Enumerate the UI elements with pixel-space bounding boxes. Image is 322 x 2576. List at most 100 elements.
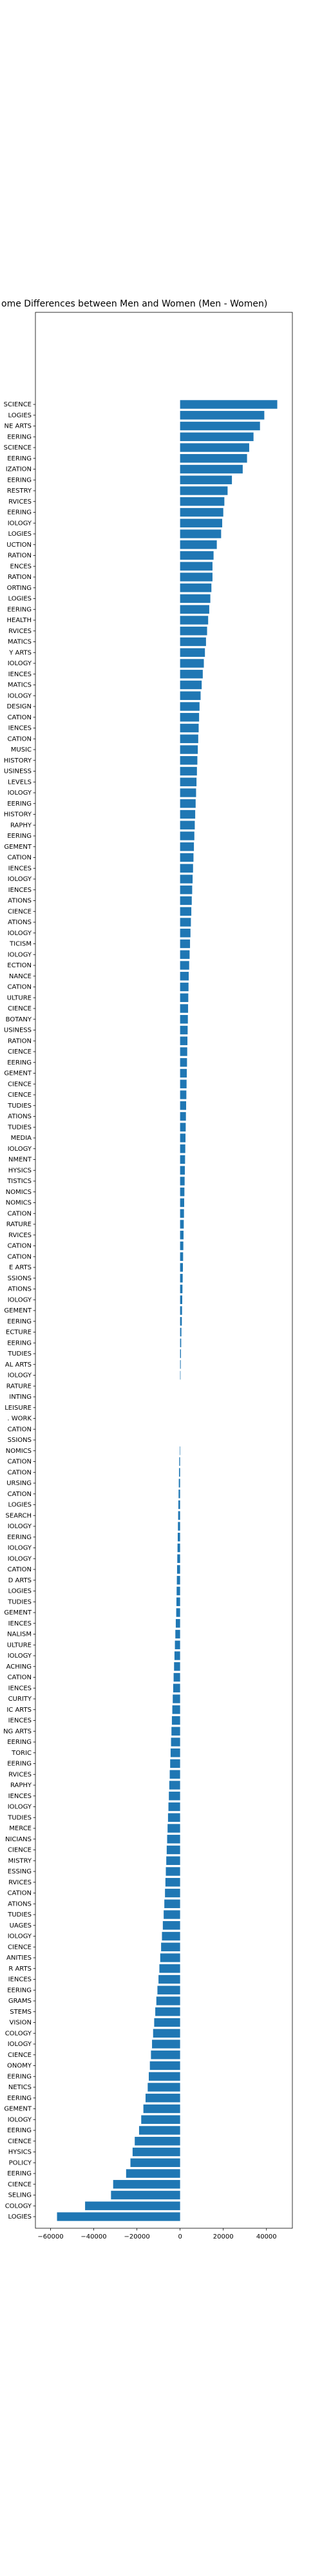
bar [180,454,247,463]
y-tick-label: MERCE [9,1825,32,1832]
bar [180,820,195,829]
y-tick-label: TUDIES [7,1103,32,1110]
y-tick-label: IC ARTS [6,1707,32,1714]
y-tick-label: EERING [7,2127,32,2134]
y-tick-label: MATICS [8,682,32,689]
bar [180,918,191,927]
bar [130,2158,180,2167]
bar [168,1802,180,1812]
y-tick-label: GEMENT [4,1307,32,1314]
bar [180,627,207,636]
bar [176,1565,180,1574]
y-tick-label: CATION [8,1890,32,1897]
y-tick-label: MUSIC [11,746,32,753]
bar [178,1490,180,1499]
y-tick-label: MISTRY [8,1857,32,1864]
bar [180,691,201,700]
y-tick-label: IOLOGY [8,1372,32,1379]
bar [180,1122,186,1132]
bar [57,2212,180,2221]
bar [178,1522,180,1531]
bar [180,1317,182,1326]
y-tick-label: GEMENT [4,844,32,851]
bar [180,831,194,840]
y-tick-label: CATION [8,1210,32,1217]
y-tick-label: EERING [7,2170,32,2177]
bar [180,1220,184,1229]
y-tick-label: TICISM [9,941,32,948]
y-tick-label: NE ARTS [5,423,32,430]
y-tick-label: NANCE [9,973,32,980]
y-tick-label: VISION [10,2020,32,2027]
bar [143,2104,180,2114]
y-tick-label: MEDIA [11,1135,32,1142]
y-tick-label: EERING [7,2095,32,2102]
y-tick-label: CIENCE [8,1944,32,1951]
bar [180,713,200,722]
bar [180,1004,189,1013]
bar [111,2190,180,2200]
y-tick-label: EERING [7,1318,32,1325]
bar [180,1068,187,1078]
bar [180,1188,185,1197]
y-tick-label: NG ARTS [3,1728,32,1735]
y-tick-label: RVICES [8,628,32,635]
y-tick-label: GRAMS [8,1998,32,2005]
y-tick-label: CATION [8,1674,32,1681]
bar [180,1090,187,1099]
bar [180,982,189,992]
y-tick-label: GEMENT [4,1070,32,1077]
y-tick-label: NICIANS [5,1836,32,1843]
bar [132,2147,180,2157]
y-tick-label: RATURE [6,1383,32,1390]
bar [167,1835,180,1844]
y-tick-label: COLOGY [5,2030,32,2037]
y-tick-label: RATION [8,1037,32,1045]
y-tick-label: NOMICS [6,1189,32,1196]
y-tick-label: ANITIES [6,1955,32,1962]
bar [180,810,196,819]
y-tick-label: RATURE [6,1221,32,1228]
y-tick-label: UCTION [6,542,32,549]
bar [180,1306,182,1315]
y-tick-label: CURITY [8,1696,32,1703]
chart-title: ome Differences between Men and Women (M… [1,299,267,309]
y-tick-label: SSIONS [8,1437,32,1444]
y-tick-label: NOMICS [6,1448,32,1455]
y-tick-label: D ARTS [8,1577,32,1584]
bar [175,1640,180,1649]
y-tick-label: ATIONS [8,1286,32,1293]
bar [126,2169,180,2178]
y-tick-label: IENCES [8,1620,32,1627]
bar [180,616,209,625]
bar [180,1133,186,1142]
bar [164,1899,180,1908]
bar [180,400,278,409]
y-tick-label: AL ARTS [5,1361,32,1368]
bar [169,1792,180,1801]
bar [166,1845,180,1855]
y-tick-label: LOGIES [8,412,32,419]
y-tick-label: IENCES [8,1793,32,1800]
bar [160,1953,180,1962]
bar [170,1748,180,1757]
y-tick-label: EERING [7,433,32,440]
y-tick-label: LEISURE [5,1405,32,1412]
bar [147,2083,180,2092]
bar [146,2094,180,2103]
y-tick-label: EERING [7,1987,32,1994]
y-tick-label: TORIC [11,1750,32,1757]
y-tick-label: ECTION [7,962,32,969]
y-tick-label: RAPHY [10,1782,32,1789]
bar [180,507,223,517]
y-tick-label: R ARTS [8,1965,32,1973]
y-tick-label: LOGIES [8,1588,32,1595]
y-tick-label: CIENCE [8,2052,32,2059]
y-tick-label: EERING [7,455,32,462]
y-tick-label: IENCES [8,865,32,872]
bar [177,1543,180,1553]
bar [162,1931,180,1941]
bar [176,1608,180,1617]
bar [169,1770,180,1779]
